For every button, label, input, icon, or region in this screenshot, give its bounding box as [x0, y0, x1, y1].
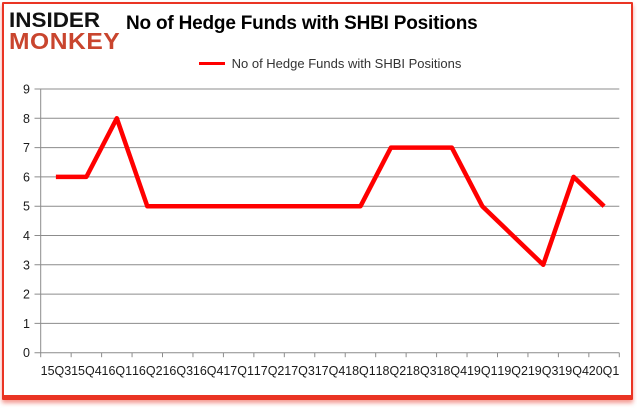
y-axis-label: 7 — [23, 141, 30, 155]
x-axis-label: 16Q2 — [132, 364, 163, 378]
y-axis-label: 3 — [23, 258, 30, 272]
x-axis-label: 19Q3 — [528, 364, 559, 378]
legend-label: No of Hedge Funds with SHBI Positions — [231, 56, 462, 71]
logo-text-monkey: MONKEY — [9, 28, 121, 54]
x-axis-label: 19Q1 — [467, 364, 498, 378]
x-axis-label: 16Q4 — [193, 364, 224, 378]
insider-monkey-logo: INSIDER MONKEY — [9, 10, 120, 53]
y-axis-label: 8 — [23, 112, 30, 126]
x-axis-label: 18Q3 — [406, 364, 437, 378]
x-axis-label: 17Q2 — [254, 364, 285, 378]
x-axis-label: 15Q4 — [71, 364, 102, 378]
y-axis-label: 6 — [23, 170, 30, 184]
x-axis-label: 17Q3 — [284, 364, 315, 378]
y-axis-label: 1 — [23, 317, 30, 331]
x-axis-label: 16Q1 — [102, 364, 133, 378]
chart-title: No of Hedge Funds with SHBI Positions — [126, 13, 478, 34]
x-axis-label: 17Q4 — [315, 364, 346, 378]
y-axis-label: 4 — [23, 229, 30, 243]
y-axis-label: 0 — [23, 346, 30, 360]
x-axis-label: 18Q1 — [345, 364, 376, 378]
x-axis-label: 15Q3 — [41, 364, 72, 378]
y-axis-label: 2 — [23, 288, 30, 302]
y-axis-label: 5 — [23, 200, 30, 214]
x-axis-label: 19Q2 — [497, 364, 528, 378]
x-axis-label: 18Q2 — [376, 364, 407, 378]
x-axis-label: 18Q4 — [437, 364, 468, 378]
x-axis-label: 17Q1 — [223, 364, 254, 378]
chart-legend: No of Hedge Funds with SHBI Positions — [40, 56, 620, 71]
logo-text-insider: INSIDER — [9, 9, 101, 32]
x-axis-label: 19Q4 — [558, 364, 589, 378]
data-line-series — [55, 116, 606, 268]
legend-line-swatch — [198, 61, 225, 66]
x-axis-label: 20Q1 — [589, 364, 620, 378]
x-axis-label: 16Q3 — [162, 364, 193, 378]
y-axis-label: 9 — [23, 83, 30, 97]
